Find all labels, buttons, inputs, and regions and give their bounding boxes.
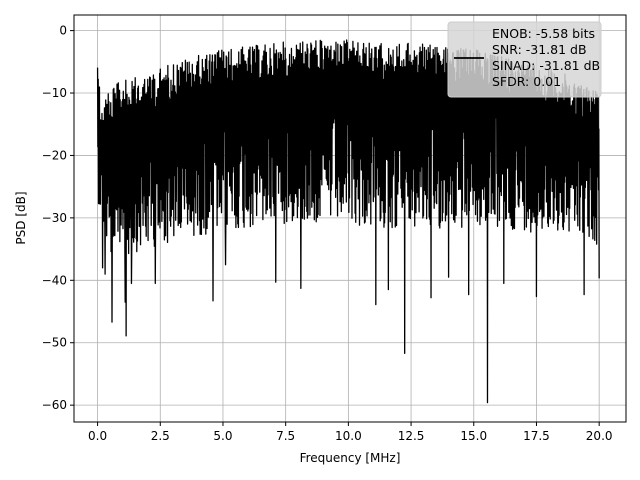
x-tick-label: 7.5 [276, 429, 295, 443]
plot-frame [73, 14, 627, 423]
psd-series-line [96, 39, 600, 404]
y-tick-label: −30 [42, 211, 67, 225]
y-axis: 0 −10 −20 −30 −40 −50 −60 [42, 24, 74, 412]
y-tick-label: −20 [42, 148, 67, 162]
legend-series-label: ENOB: -5.58 bits SNR: -31.81 dB SINAD: -31… [492, 26, 600, 89]
x-tick-label: 20.0 [586, 429, 613, 443]
x-tick-label: 5.0 [213, 429, 232, 443]
y-tick-label: −60 [42, 398, 67, 412]
legend-line-1: ENOB: -5.58 bits [492, 26, 595, 41]
x-tick-label: 15.0 [460, 429, 487, 443]
x-tick-label: 10.0 [335, 429, 362, 443]
y-tick-label: 0 [59, 24, 67, 38]
x-tick-label: 12.5 [398, 429, 425, 443]
y-tick-label: −50 [42, 336, 67, 350]
legend-box [447, 21, 602, 98]
x-axis-label: Frequency [MHz] [300, 451, 401, 465]
series-layer [96, 39, 600, 404]
x-tick-label: 2.5 [151, 429, 170, 443]
legend: ENOB: -5.58 bits SNR: -31.81 dB SINAD: -31… [447, 21, 602, 98]
x-axis: 0.0 2.5 5.0 7.5 10.0 12.5 15.0 17.5 20.0 [88, 422, 613, 443]
legend-line-4: SFDR: 0.01 [492, 74, 561, 89]
y-tick-label: −40 [42, 273, 67, 287]
legend-line-2: SNR: -31.81 dB [492, 42, 587, 57]
y-axis-label: PSD [dB] [14, 191, 28, 244]
x-tick-label: 17.5 [523, 429, 550, 443]
x-tick-label: 0.0 [88, 429, 107, 443]
y-tick-label: −10 [42, 86, 67, 100]
legend-line-3: SINAD: -31.81 dB [492, 58, 600, 73]
